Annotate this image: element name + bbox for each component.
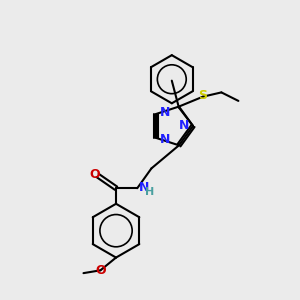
Text: N: N [138, 181, 149, 194]
Text: H: H [145, 187, 154, 197]
Text: O: O [96, 264, 106, 278]
Text: O: O [89, 168, 100, 181]
Text: S: S [199, 89, 208, 102]
Text: N: N [160, 133, 170, 146]
Text: N: N [178, 119, 189, 132]
Text: N: N [160, 106, 170, 119]
